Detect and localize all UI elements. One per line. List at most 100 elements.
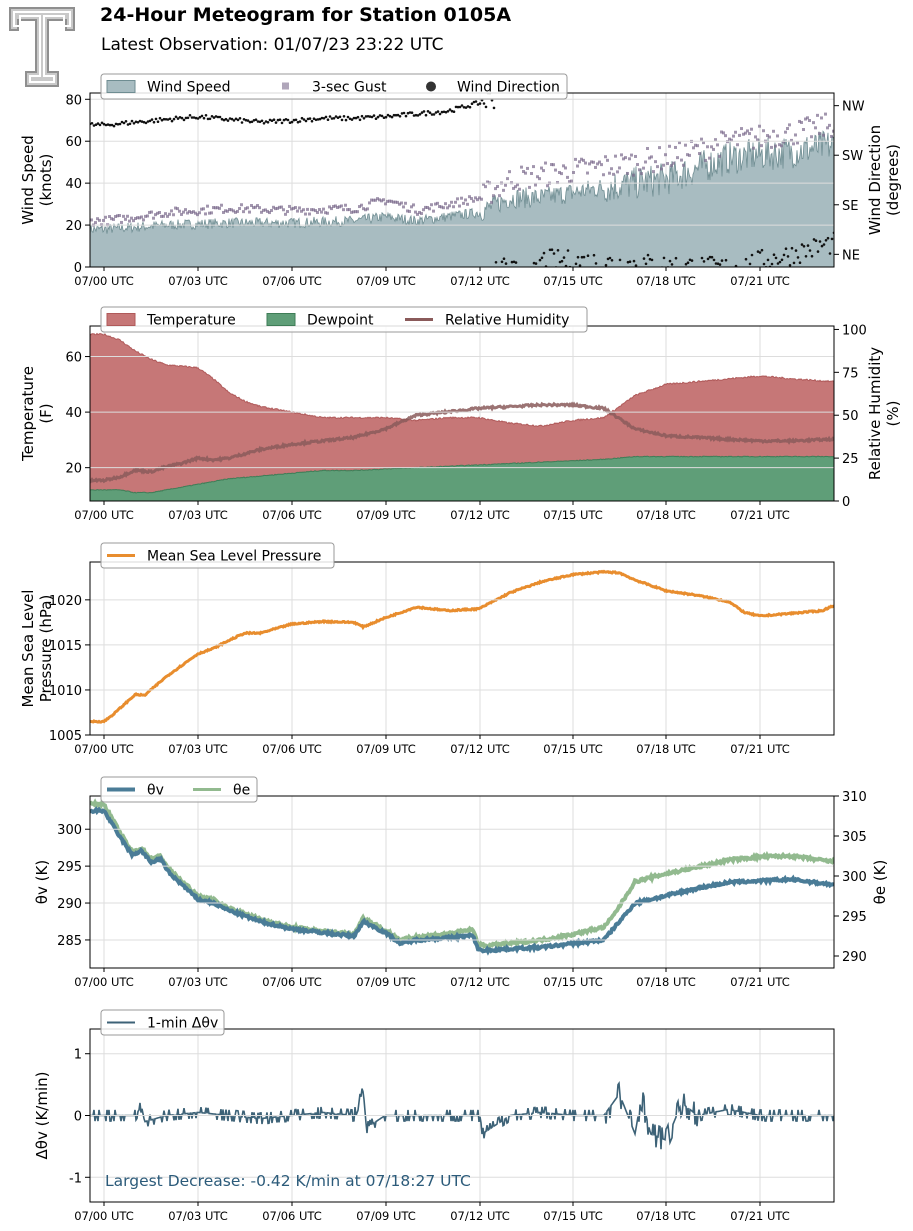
y-axis-label: Δθv (K/min) <box>33 1072 51 1160</box>
gust-marker <box>662 163 665 167</box>
panel-pressure: 1005 1010 1015 1020 07/00 UTC 07/03 UTC 07/06 … <box>19 542 835 756</box>
y-tick-label: 300 <box>57 823 82 838</box>
gust-marker <box>628 157 631 161</box>
gust-marker <box>216 206 219 210</box>
direction-point <box>454 105 458 109</box>
direction-point <box>122 121 126 125</box>
gust-marker <box>782 140 785 144</box>
direction-point <box>500 260 504 264</box>
x-tick-label: 07/12 UTC <box>450 742 510 756</box>
gust-marker <box>98 218 101 222</box>
gust-marker <box>624 156 627 160</box>
y2-tick-label: 25 <box>842 452 859 467</box>
gust-marker <box>150 210 153 214</box>
y-axis-label: (knots) <box>37 154 55 207</box>
gust-marker <box>136 216 139 220</box>
gust-marker <box>702 141 705 145</box>
direction-point <box>146 120 150 123</box>
x-tick-label: 07/09 UTC <box>356 975 416 989</box>
direction-point <box>196 117 200 120</box>
direction-point <box>300 116 304 120</box>
gust-marker <box>460 196 463 200</box>
gust-marker <box>366 207 369 211</box>
direction-point <box>814 239 818 242</box>
x-tick-label: 07/00 UTC <box>74 1209 134 1223</box>
direction-point <box>674 256 678 260</box>
gust-marker <box>146 214 149 218</box>
direction-point <box>378 114 382 117</box>
direction-point <box>186 116 190 120</box>
gust-marker <box>526 166 529 170</box>
gust-marker <box>802 128 805 132</box>
gust-marker <box>246 206 249 210</box>
direction-point <box>326 118 330 121</box>
gust-marker <box>672 161 675 165</box>
gust-marker <box>336 205 339 209</box>
largest-decrease-annotation: Largest Decrease: -0.42 K/min at 07/18:2… <box>105 1172 471 1190</box>
gust-marker <box>218 206 221 210</box>
gust-marker <box>414 210 417 214</box>
direction-point <box>364 115 368 118</box>
theta-v-line <box>90 806 834 956</box>
direction-point <box>140 120 144 123</box>
gust-marker <box>494 187 497 191</box>
gust-marker <box>564 166 567 170</box>
direction-point <box>668 259 672 263</box>
direction-point <box>132 122 136 125</box>
gust-marker <box>184 208 187 212</box>
gust-marker <box>312 208 315 212</box>
gust-marker <box>518 187 521 191</box>
gust-marker <box>406 209 409 213</box>
direction-point <box>456 105 460 109</box>
gust-marker <box>278 205 281 209</box>
gust-marker <box>740 127 743 131</box>
direction-point <box>606 257 610 261</box>
y-tick-label: 0 <box>74 261 82 276</box>
y-tick-label: 20 <box>65 462 82 477</box>
x-tick-label: 07/09 UTC <box>356 742 416 756</box>
y-tick-label: 60 <box>65 351 82 366</box>
direction-point <box>802 245 806 248</box>
direction-point <box>96 122 100 125</box>
direction-point <box>670 263 674 266</box>
direction-point <box>532 261 536 265</box>
gust-marker <box>638 168 641 172</box>
direction-point <box>152 120 156 124</box>
gust-marker <box>370 198 373 202</box>
direction-point <box>284 118 288 121</box>
direction-point <box>252 119 256 122</box>
direction-point <box>120 120 124 124</box>
gust-marker <box>830 134 833 138</box>
x-tick-label: 07/03 UTC <box>168 975 228 989</box>
gust-marker <box>434 202 437 206</box>
direction-point <box>172 117 176 121</box>
direction-point <box>512 260 516 264</box>
direction-point <box>690 259 694 262</box>
gust-marker <box>386 199 389 203</box>
direction-point <box>370 115 374 119</box>
x-tick-label: 07/03 UTC <box>168 742 228 756</box>
gust-marker <box>580 157 583 161</box>
direction-point <box>476 103 480 106</box>
gust-marker <box>752 146 755 150</box>
gust-marker <box>128 219 131 223</box>
direction-point <box>644 262 648 266</box>
x-tick-label: 07/12 UTC <box>450 975 510 989</box>
direction-point <box>218 115 222 119</box>
gust-marker <box>804 117 807 121</box>
gust-marker <box>532 165 535 169</box>
gust-marker <box>698 152 701 156</box>
direction-point <box>344 118 348 122</box>
legend-entry: Relative Humidity <box>445 313 569 329</box>
direction-point <box>753 267 756 270</box>
direction-point <box>126 123 130 126</box>
gust-marker <box>506 177 509 181</box>
x-tick-label: 07/06 UTC <box>262 508 322 522</box>
direction-point <box>142 120 146 124</box>
gust-marker <box>688 153 691 157</box>
direction-point <box>822 243 826 246</box>
y-axis-label: Temperature <box>19 366 37 462</box>
y2-tick-label: NW <box>842 100 865 115</box>
gust-marker <box>420 212 423 216</box>
direction-point <box>418 113 422 116</box>
